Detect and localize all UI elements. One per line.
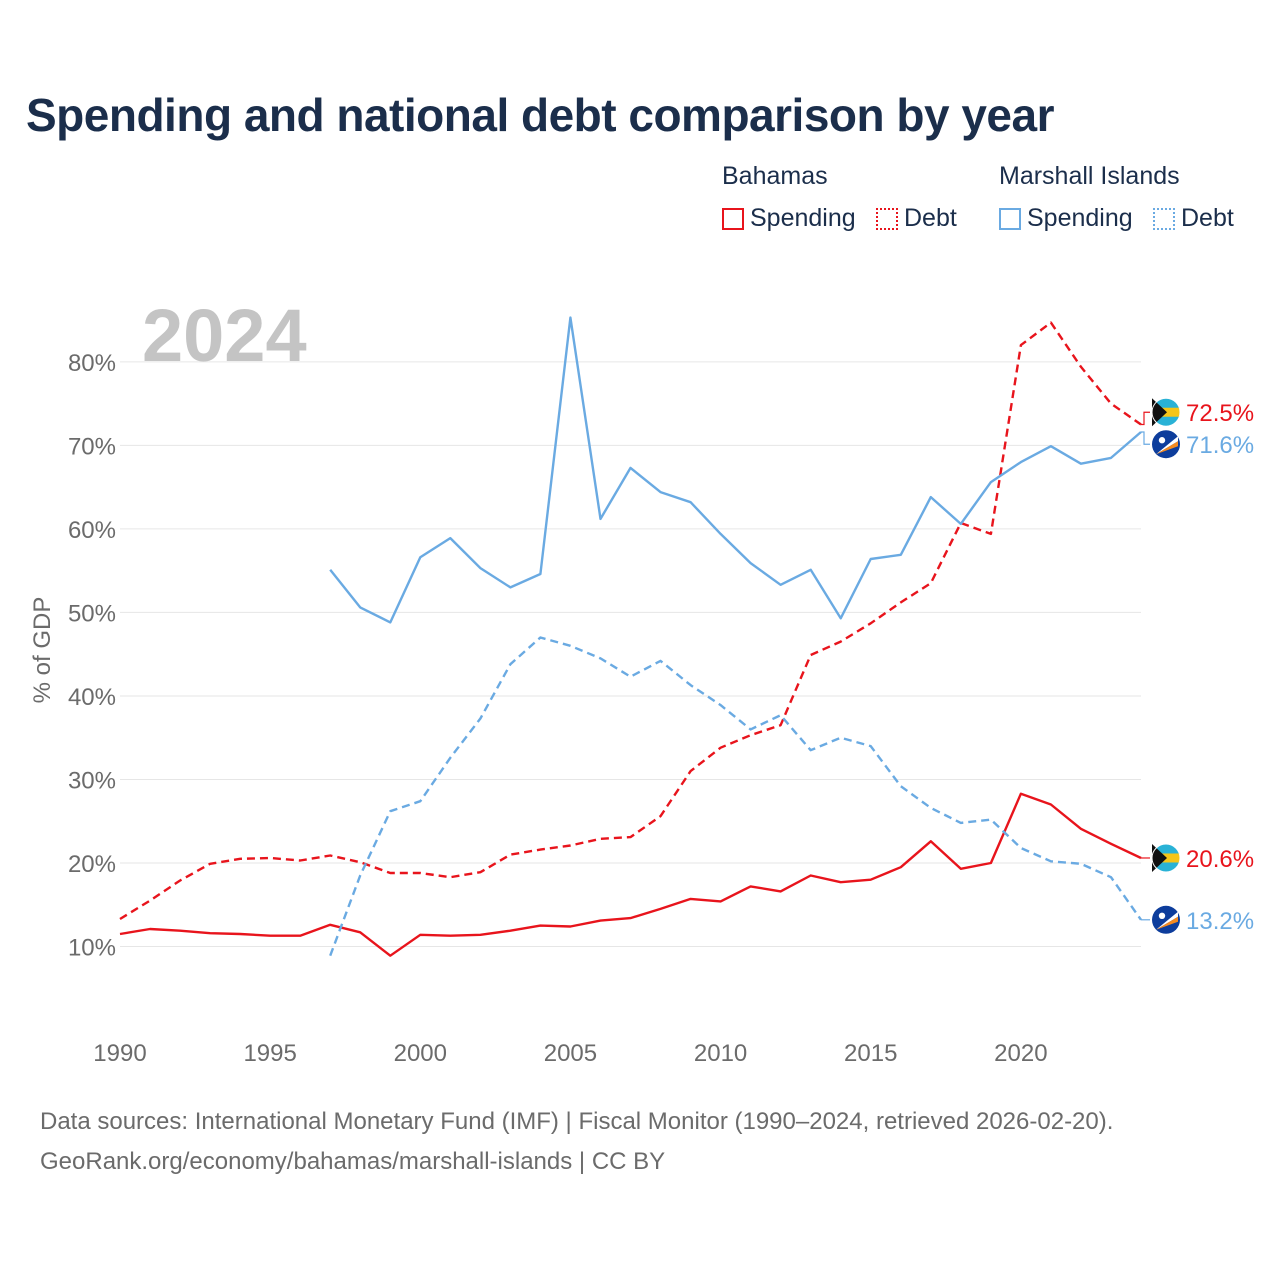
- y-tick-label: 50%: [68, 600, 116, 627]
- x-tick-label: 2010: [694, 1040, 747, 1067]
- y-tick-label: 20%: [68, 851, 116, 878]
- y-tick-label: 80%: [68, 350, 116, 377]
- legend-bahamas-spending[interactable]: Spending: [722, 204, 856, 233]
- marshall-islands-flag-icon: [1152, 430, 1180, 459]
- end-value-label: 20.6%: [1186, 846, 1254, 873]
- legend-label: Debt: [1181, 204, 1234, 232]
- end-value-label: 71.6%: [1186, 432, 1254, 459]
- y-tick-label: 30%: [68, 767, 116, 794]
- y-tick-label: 10%: [68, 935, 116, 962]
- legend-swatch-solid-red: [722, 207, 744, 230]
- flag-ring: [1151, 397, 1181, 427]
- legend-label: Spending: [750, 204, 856, 232]
- legend-marshall-debt[interactable]: Debt: [1153, 204, 1234, 233]
- legend-group-bahamas: Bahamas: [722, 162, 828, 190]
- x-tick-label: 2015: [844, 1040, 897, 1067]
- series-line-bahamas-debt: [119, 321, 1142, 921]
- legend-label: Debt: [904, 204, 957, 232]
- flag-triangle: [1152, 843, 1167, 872]
- x-tick-label: 2000: [394, 1040, 447, 1067]
- legend-group-marshall-islands: Marshall Islands: [999, 162, 1180, 190]
- footer-sources: Data sources: International Monetary Fun…: [40, 1108, 1114, 1135]
- y-tick-label: 70%: [68, 433, 116, 460]
- end-value-label: 13.2%: [1186, 908, 1254, 935]
- y-tick-label: 40%: [68, 684, 116, 711]
- series-line-marshall-islands-spending: [329, 316, 1142, 624]
- flag-ray-orange: [1156, 441, 1178, 455]
- x-tick-label: 1995: [243, 1040, 296, 1067]
- series-line-bahamas-spending: [119, 792, 1142, 957]
- flag-ray-orange: [1156, 916, 1178, 930]
- legend-swatch-dotted-red: [876, 207, 898, 230]
- flag-ring: [1151, 843, 1181, 873]
- flag-ray-white: [1156, 436, 1178, 455]
- end-value-label: 72.5%: [1186, 400, 1254, 427]
- x-tick-label: 2020: [994, 1040, 1047, 1067]
- series-line-marshall-islands-debt: [329, 636, 1142, 957]
- marshall-islands-flag-icon: [1152, 905, 1180, 934]
- chart-title: Spending and national debt comparison by…: [26, 89, 1055, 141]
- y-tick-label: 60%: [68, 517, 116, 544]
- x-tick-label: 2005: [544, 1040, 597, 1067]
- label-leader: [1141, 431, 1150, 445]
- legend-bahamas-debt[interactable]: Debt: [876, 204, 957, 233]
- label-leader: [1141, 411, 1150, 426]
- legend-label: Spending: [1027, 204, 1133, 232]
- legend-swatch-solid-blue: [999, 207, 1021, 230]
- footer-credit: GeoRank.org/economy/bahamas/marshall-isl…: [40, 1148, 666, 1175]
- flag-ray-white: [1156, 911, 1178, 930]
- year-watermark: 2024: [142, 294, 307, 377]
- y-axis-label: % of GDP: [29, 597, 56, 704]
- legend-marshall-spending[interactable]: Spending: [999, 204, 1133, 233]
- line-chart: 10% 20% 30% 40% 50% 60% 70% 80% 1990 1995 2000 2005…: [29, 294, 1254, 1067]
- flag-star: [1158, 437, 1166, 444]
- flag-star: [1158, 912, 1166, 919]
- flag-triangle: [1152, 398, 1167, 427]
- legend-swatch-dotted-blue: [1153, 207, 1175, 230]
- x-tick-label: 1990: [93, 1040, 146, 1067]
